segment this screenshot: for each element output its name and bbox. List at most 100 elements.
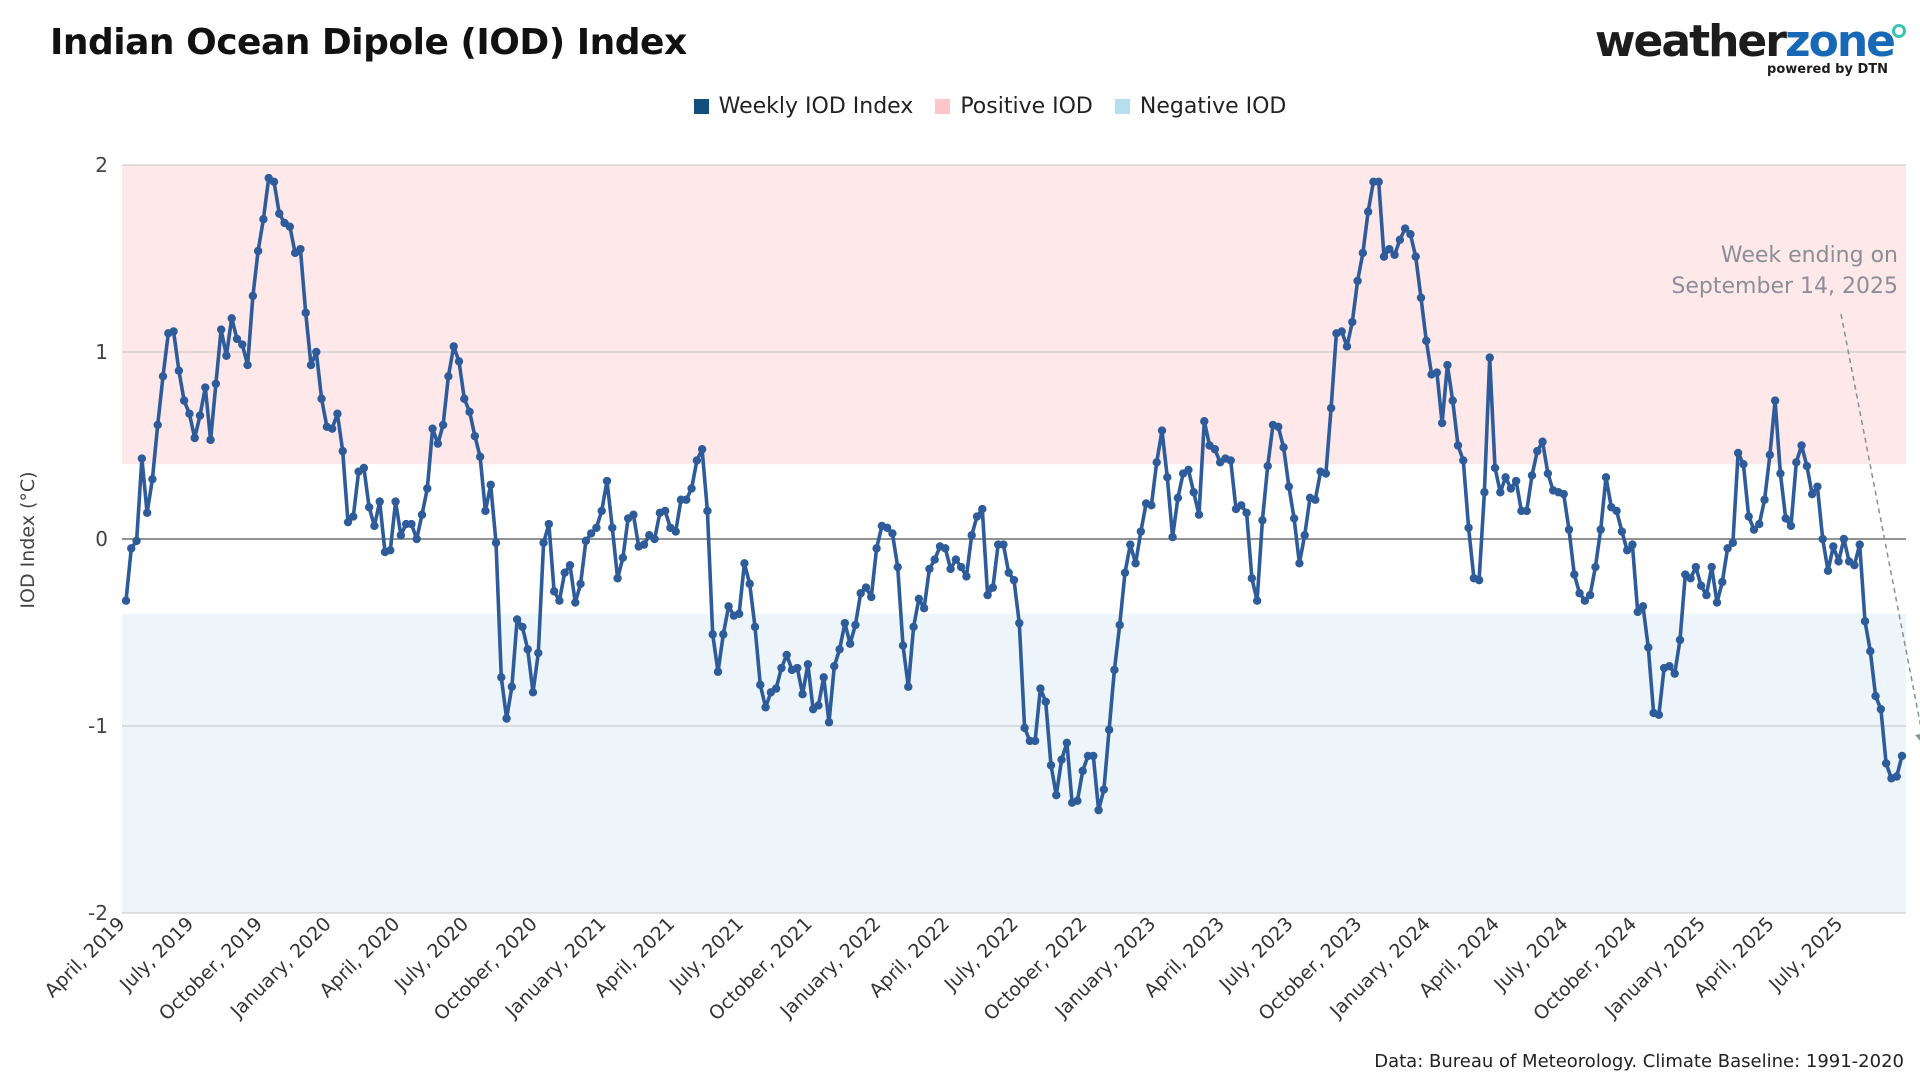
data-point[interactable]: [708, 630, 717, 639]
data-point[interactable]: [639, 540, 649, 549]
data-point[interactable]: [1173, 493, 1183, 503]
data-point[interactable]: [1363, 207, 1373, 216]
data-point[interactable]: [1707, 562, 1716, 572]
data-point[interactable]: [914, 594, 924, 604]
data-point[interactable]: [988, 583, 998, 592]
data-point[interactable]: [1184, 465, 1193, 475]
data-point[interactable]: [1009, 575, 1019, 585]
data-point[interactable]: [1522, 506, 1531, 516]
data-point[interactable]: [285, 222, 295, 231]
data-point[interactable]: [449, 342, 458, 351]
data-point[interactable]: [1411, 252, 1420, 261]
data-point[interactable]: [1527, 471, 1537, 480]
data-point[interactable]: [713, 667, 723, 676]
data-point[interactable]: [1416, 293, 1426, 302]
data-point[interactable]: [148, 474, 157, 484]
data-point[interactable]: [1506, 484, 1516, 493]
data-point[interactable]: [565, 560, 575, 570]
data-point[interactable]: [597, 506, 606, 516]
data-point[interactable]: [1089, 751, 1098, 761]
data-point[interactable]: [211, 379, 221, 388]
data-point[interactable]: [1337, 327, 1346, 336]
data-point[interactable]: [306, 360, 316, 370]
data-point[interactable]: [618, 553, 628, 562]
data-point[interactable]: [1723, 544, 1732, 553]
data-point[interactable]: [1258, 516, 1267, 525]
data-point[interactable]: [1654, 710, 1664, 719]
data-point[interactable]: [1897, 751, 1907, 761]
data-point[interactable]: [856, 589, 865, 598]
data-point[interactable]: [364, 503, 374, 512]
data-point[interactable]: [629, 510, 638, 519]
data-point[interactable]: [259, 215, 268, 224]
data-point[interactable]: [132, 536, 141, 546]
data-point[interactable]: [1474, 575, 1484, 585]
data-point[interactable]: [782, 650, 791, 660]
data-point[interactable]: [333, 409, 342, 418]
data-point[interactable]: [375, 497, 384, 506]
data-point[interactable]: [349, 512, 358, 521]
data-point[interactable]: [1480, 488, 1489, 497]
data-point[interactable]: [248, 291, 258, 301]
data-point[interactable]: [1585, 590, 1595, 600]
data-point[interactable]: [1718, 577, 1727, 587]
data-point[interactable]: [1163, 473, 1172, 482]
data-point[interactable]: [1110, 665, 1119, 675]
data-point[interactable]: [745, 579, 754, 589]
data-point[interactable]: [232, 334, 242, 344]
data-point[interactable]: [1691, 562, 1701, 572]
data-point[interactable]: [1057, 755, 1066, 764]
data-point[interactable]: [158, 372, 168, 381]
data-point[interactable]: [444, 372, 453, 381]
data-point[interactable]: [222, 351, 231, 360]
data-point[interactable]: [1871, 691, 1880, 701]
data-point[interactable]: [1448, 396, 1457, 405]
data-point[interactable]: [386, 546, 395, 555]
data-point[interactable]: [1136, 527, 1146, 536]
data-point[interactable]: [586, 529, 596, 538]
data-point[interactable]: [592, 523, 601, 532]
data-point[interactable]: [1596, 525, 1605, 534]
data-point[interactable]: [1644, 643, 1653, 652]
data-point[interactable]: [137, 454, 147, 463]
data-point[interactable]: [1152, 458, 1161, 467]
data-point[interactable]: [1617, 527, 1627, 536]
data-point[interactable]: [1295, 559, 1304, 568]
data-point[interactable]: [1200, 416, 1209, 426]
data-point[interactable]: [475, 452, 485, 461]
data-point[interactable]: [1094, 805, 1103, 815]
data-point[interactable]: [1015, 618, 1024, 628]
data-point[interactable]: [1030, 736, 1040, 746]
data-point[interactable]: [317, 394, 326, 403]
data-point[interactable]: [1300, 531, 1309, 540]
data-point[interactable]: [407, 519, 416, 529]
data-point[interactable]: [174, 366, 184, 375]
data-point[interactable]: [1765, 450, 1775, 460]
data-point[interactable]: [359, 463, 369, 473]
data-point[interactable]: [528, 688, 538, 697]
data-point[interactable]: [1358, 248, 1368, 258]
data-point[interactable]: [608, 523, 617, 532]
data-point[interactable]: [1802, 461, 1812, 471]
data-point[interactable]: [216, 325, 226, 334]
data-point[interactable]: [861, 583, 871, 592]
data-point[interactable]: [1776, 469, 1785, 478]
data-point[interactable]: [1559, 489, 1568, 499]
data-point[interactable]: [1770, 396, 1780, 405]
data-point[interactable]: [412, 534, 421, 544]
data-point[interactable]: [544, 519, 554, 529]
data-point[interactable]: [930, 555, 939, 564]
data-point[interactable]: [1400, 224, 1410, 233]
data-point[interactable]: [1702, 590, 1711, 600]
data-point[interactable]: [417, 510, 427, 519]
data-point[interactable]: [867, 592, 876, 602]
data-point[interactable]: [1533, 446, 1542, 456]
data-point[interactable]: [1485, 353, 1494, 362]
data-point[interactable]: [1670, 669, 1679, 678]
data-point[interactable]: [1041, 697, 1050, 706]
data-point[interactable]: [581, 536, 591, 546]
data-point[interactable]: [370, 521, 379, 531]
data-point[interactable]: [1348, 317, 1357, 327]
data-point[interactable]: [1353, 276, 1362, 286]
data-point[interactable]: [1696, 581, 1706, 590]
